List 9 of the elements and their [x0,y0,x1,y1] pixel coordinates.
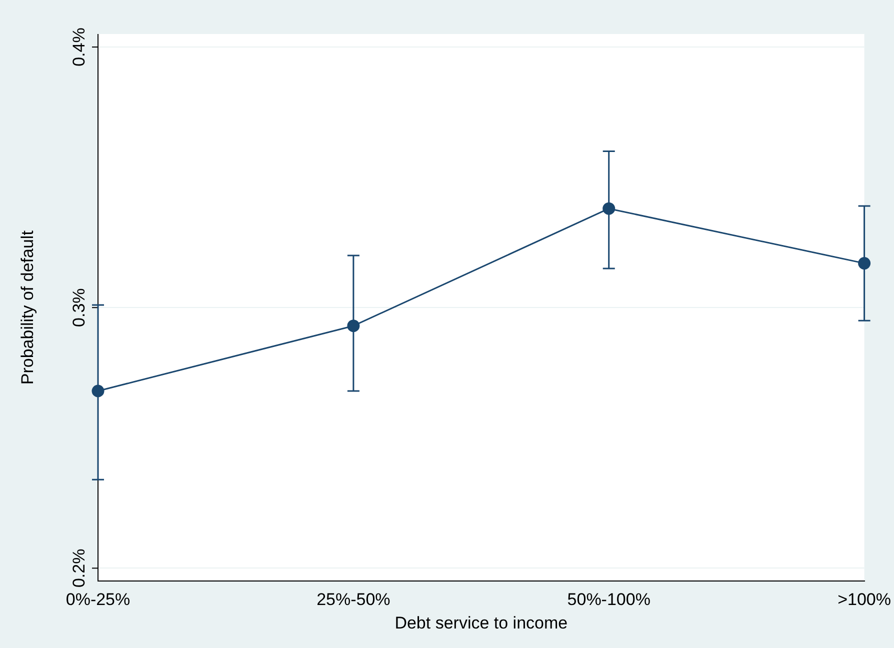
y-tick-label: 0.2% [70,548,89,588]
x-tick-label: >100% [838,590,892,610]
y-tick-label: 0.4% [70,28,89,66]
y-axis-title: Probability of default [18,230,37,385]
x-tick-label: 25%-50% [316,590,390,610]
x-tick-label: 50%-100% [567,590,650,610]
y-tick-label: 0.3% [70,288,89,327]
x-tick-label: 0%-25% [66,590,130,610]
x-axis-title: Debt service to income [394,613,568,632]
